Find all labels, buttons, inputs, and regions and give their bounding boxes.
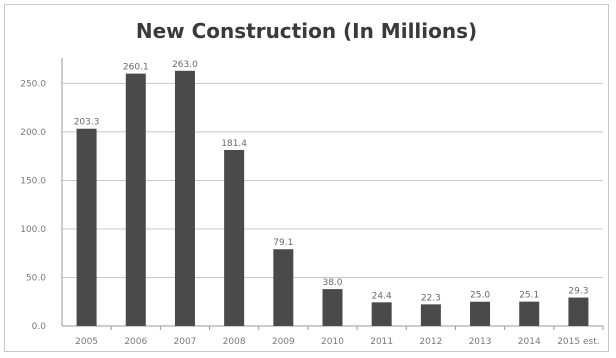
data-label: 181.4 <box>221 139 247 149</box>
bar <box>224 149 245 326</box>
y-tick-label: 0.0 <box>32 322 47 332</box>
y-tick-label: 100.0 <box>20 225 46 235</box>
bar <box>322 289 343 326</box>
bar <box>273 249 294 326</box>
data-label: 79.1 <box>273 238 293 248</box>
data-label: 263.0 <box>172 60 198 70</box>
x-tick-label: 2010 <box>321 337 344 347</box>
x-tick-label: 2008 <box>223 337 246 347</box>
chart-title: New Construction (In Millions) <box>135 19 478 43</box>
bar <box>420 304 441 326</box>
x-tick-label: 2006 <box>124 337 147 347</box>
bar <box>76 128 97 326</box>
x-tick-label: 2007 <box>174 337 197 347</box>
y-tick-label: 200.0 <box>20 128 46 138</box>
data-label: 24.4 <box>372 291 392 301</box>
y-tick-label: 50.0 <box>26 273 46 283</box>
y-tick-label: 150.0 <box>20 176 46 186</box>
x-tick-label: 2015 est. <box>557 337 599 347</box>
data-label: 22.3 <box>421 293 441 303</box>
bar <box>174 70 195 326</box>
x-tick-label: 2009 <box>272 337 295 347</box>
bar <box>519 301 540 326</box>
data-label: 29.3 <box>568 287 588 297</box>
bar <box>125 73 146 327</box>
x-tick-label: 2005 <box>75 337 98 347</box>
data-label: 25.0 <box>470 291 490 301</box>
x-tick-label: 2011 <box>370 337 393 347</box>
data-label: 203.3 <box>74 118 100 128</box>
x-tick-label: 2014 <box>518 337 541 347</box>
y-tick-label: 250.0 <box>20 79 46 89</box>
data-label: 38.0 <box>322 278 342 288</box>
data-label: 260.1 <box>123 63 149 73</box>
bar <box>568 297 589 326</box>
x-tick-label: 2012 <box>419 337 442 347</box>
chart-frame: New Construction (In Millions) <box>4 4 609 352</box>
data-label: 25.1 <box>519 291 539 301</box>
bar <box>371 302 392 326</box>
x-tick-label: 2013 <box>469 337 492 347</box>
bar <box>470 301 491 326</box>
